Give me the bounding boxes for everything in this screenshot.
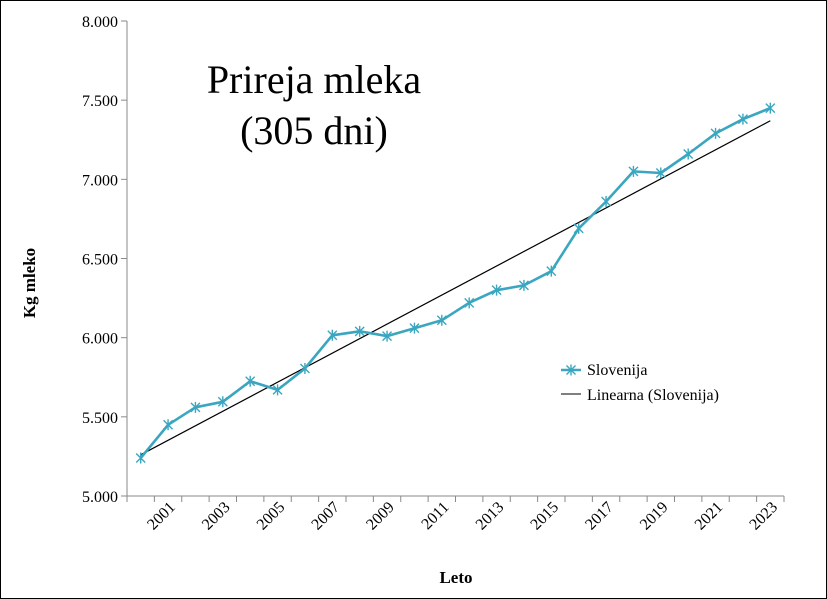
data-point (382, 330, 393, 342)
data-point (601, 196, 612, 207)
y-tick-label: 5.000 (82, 489, 118, 506)
x-tick-label: 2013 (473, 499, 508, 534)
chart-title-line-1: Prireja mleka (207, 57, 422, 102)
data-point (327, 329, 338, 341)
data-point (737, 113, 748, 125)
data-point (491, 284, 502, 296)
data-point (299, 363, 310, 375)
legend-series-point (566, 364, 576, 376)
y-tick-label: 7.000 (82, 172, 118, 189)
x-axis-title: Leto (439, 568, 472, 587)
chart-title-line-2: (305 dni) (240, 108, 388, 153)
data-point (409, 322, 420, 334)
data-point (217, 396, 228, 408)
data-point (135, 452, 146, 464)
data-point (573, 222, 584, 234)
legend-series-swatch (561, 364, 581, 376)
data-point (163, 419, 174, 431)
data-point (546, 265, 557, 277)
x-tick-label: 2019 (637, 499, 672, 534)
x-tick-label: 2007 (308, 499, 343, 534)
x-tick-label: 2021 (692, 499, 727, 534)
x-tick-label: 2023 (746, 499, 781, 534)
x-tick-label: 2011 (418, 499, 452, 533)
data-point (765, 102, 776, 114)
data-point (464, 297, 475, 309)
data-point (272, 384, 283, 396)
x-tick-label: 2001 (144, 499, 179, 534)
data-point (628, 165, 639, 177)
x-tick-label: 2015 (527, 499, 562, 534)
data-point (518, 279, 529, 291)
x-tick-label: 2017 (582, 499, 617, 534)
data-point (190, 401, 201, 413)
series-line-slovenija (139, 106, 771, 459)
data-point (436, 314, 447, 326)
legend: Slovenija Linearna (Slovenija) (561, 362, 719, 404)
legend-series-label: Slovenija (587, 362, 647, 379)
data-point (354, 325, 365, 337)
y-axis: 5.000 5.500 6.000 6.500 7.000 7.500 8.000 (82, 14, 128, 506)
trendline (140, 120, 771, 456)
y-tick-label: 8.000 (82, 14, 118, 31)
data-point (710, 127, 721, 139)
legend-trendline-label: Linearna (Slovenija) (587, 387, 719, 404)
y-tick-label: 6.500 (82, 252, 118, 269)
x-tick-label: 2005 (254, 499, 289, 534)
y-tick-label: 5.500 (82, 410, 118, 427)
x-tick-label: 2003 (199, 499, 234, 534)
y-tick-label: 6.000 (82, 331, 118, 348)
x-tick-label: 2009 (363, 499, 398, 534)
data-point (655, 167, 666, 179)
y-axis-title: Kg mleko (20, 248, 39, 318)
x-axis: 2001 2003 2005 2007 2009 2011 2013 2015 2017 2019… (126, 495, 785, 534)
data-point (245, 375, 256, 387)
data-point (683, 148, 694, 160)
y-tick-label: 7.500 (82, 93, 118, 110)
plot-area (135, 102, 776, 464)
